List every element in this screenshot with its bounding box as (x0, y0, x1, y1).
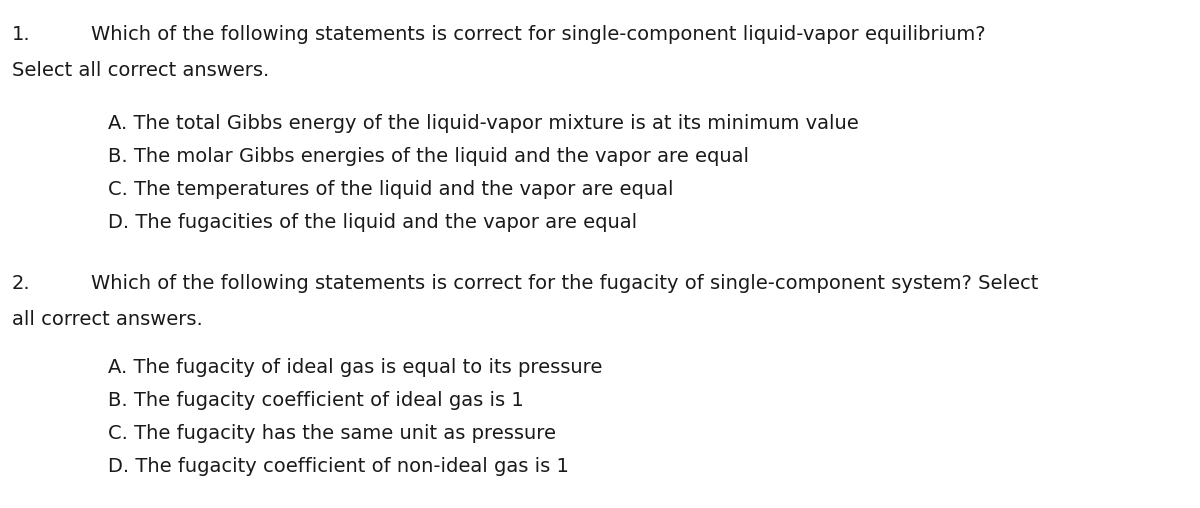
Text: A. The total Gibbs energy of the liquid-vapor mixture is at its minimum value: A. The total Gibbs energy of the liquid-… (108, 114, 859, 133)
Text: 2.: 2. (12, 274, 31, 293)
Text: C. The temperatures of the liquid and the vapor are equal: C. The temperatures of the liquid and th… (108, 180, 673, 199)
Text: all correct answers.: all correct answers. (12, 310, 203, 329)
Text: A. The fugacity of ideal gas is equal to its pressure: A. The fugacity of ideal gas is equal to… (108, 358, 602, 377)
Text: Select all correct answers.: Select all correct answers. (12, 61, 269, 80)
Text: Which of the following statements is correct for the fugacity of single-componen: Which of the following statements is cor… (91, 274, 1038, 293)
Text: Which of the following statements is correct for single-component liquid-vapor e: Which of the following statements is cor… (91, 25, 986, 44)
Text: 1.: 1. (12, 25, 31, 44)
Text: D. The fugacities of the liquid and the vapor are equal: D. The fugacities of the liquid and the … (108, 213, 637, 232)
Text: B. The fugacity coefficient of ideal gas is 1: B. The fugacity coefficient of ideal gas… (108, 391, 523, 410)
Text: D. The fugacity coefficient of non-ideal gas is 1: D. The fugacity coefficient of non-ideal… (108, 457, 569, 476)
Text: B. The molar Gibbs energies of the liquid and the vapor are equal: B. The molar Gibbs energies of the liqui… (108, 147, 749, 166)
Text: C. The fugacity has the same unit as pressure: C. The fugacity has the same unit as pre… (108, 424, 556, 443)
